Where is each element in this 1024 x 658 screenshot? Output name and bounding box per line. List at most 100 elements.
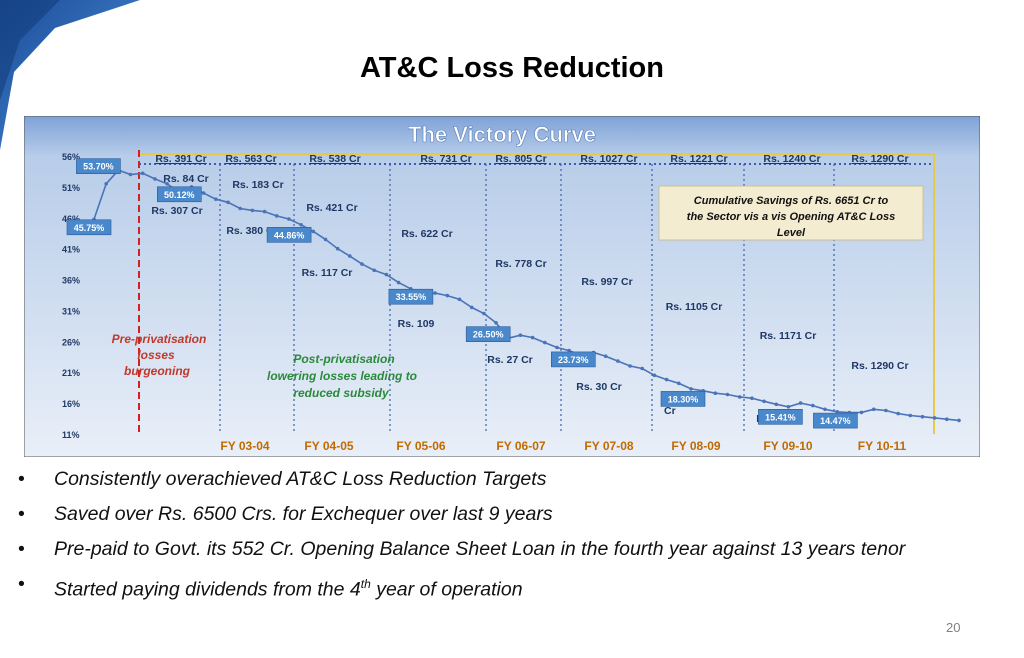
data-point	[445, 293, 450, 298]
cumulative-label: Rs. 731 Cr	[420, 153, 471, 165]
data-point	[262, 209, 267, 214]
savings-label: Rs. 27 Cr	[487, 354, 533, 366]
savings-summary-text: Level	[777, 227, 806, 239]
data-point	[311, 229, 316, 234]
data-label: 23.73%	[558, 355, 589, 365]
post-privatisation-note: Post-privatisation	[293, 352, 394, 366]
x-tick-label: FY 09-10	[763, 439, 812, 453]
bullet-text: Pre-paid to Govt. its 552 Cr. Opening Ba…	[54, 538, 906, 560]
savings-label: Rs. 117 Cr	[302, 267, 353, 279]
data-label: 45.75%	[74, 223, 105, 233]
bullet-text-after: year of operation	[370, 578, 523, 601]
data-point	[128, 172, 133, 177]
y-tick-label: 11%	[62, 430, 80, 440]
data-point	[835, 410, 839, 414]
cumulative-label: Rs. 1221 Cr	[670, 153, 727, 165]
savings-label: Rs. 30 Cr	[576, 381, 622, 393]
data-point	[360, 262, 364, 266]
data-point	[348, 254, 352, 258]
slide-title: AT&C Loss Reduction	[360, 52, 664, 84]
data-point	[920, 414, 925, 419]
data-point	[677, 381, 681, 386]
post-privatisation-note: reduced subsidy	[293, 386, 390, 400]
y-tick-label: 41%	[62, 245, 80, 255]
data-point	[957, 418, 961, 423]
data-point	[396, 280, 401, 285]
data-point	[238, 206, 242, 211]
data-point	[628, 364, 632, 368]
y-tick-label: 36%	[62, 276, 80, 286]
data-point	[469, 305, 474, 310]
data-point	[518, 333, 523, 337]
data-label: 44.86%	[274, 230, 305, 240]
data-label-box	[813, 412, 858, 429]
chart-title: The Victory Curve	[408, 122, 596, 147]
data-label: 53.70%	[83, 162, 114, 172]
data-point	[945, 417, 949, 422]
data-label-box	[388, 288, 434, 305]
data-point	[530, 335, 535, 340]
savings-label: Cr	[664, 405, 676, 417]
pre-privatisation-note: burgeoning	[124, 364, 191, 378]
data-point	[750, 396, 754, 401]
data-point	[713, 391, 718, 396]
y-tick-label: 16%	[62, 399, 80, 409]
series-line	[93, 169, 960, 422]
victory-curve-chart: The Victory Curve 56% 51% 46% 41% 36% 31% 26% 2…	[24, 116, 980, 457]
data-label: 15.41%	[765, 412, 796, 422]
bullet-text: Started paying dividends from the 4	[54, 578, 361, 601]
data-point	[555, 345, 559, 350]
data-point	[762, 399, 766, 404]
savings-label: Rs. 1171 Cr	[760, 330, 817, 342]
savings-summary-text: the Sector vis a vis Opening AT&C Loss	[687, 211, 895, 223]
x-tick-label: FY 05-06	[396, 439, 445, 453]
data-label-box	[157, 186, 202, 203]
data-label-box	[758, 408, 803, 425]
savings-summary-box	[658, 185, 924, 241]
savings-label: Rs. 778 Cr	[495, 258, 546, 270]
savings-label: Rs. 421 Cr	[306, 202, 357, 214]
bullet-superscript: th	[360, 577, 371, 591]
savings-label: Rs. 380 Cr	[226, 225, 277, 237]
x-tick-label: FY 04-05	[304, 439, 353, 453]
data-point	[896, 411, 900, 416]
savings-summary-text: Cumulative Savings of Rs. 6651 Cr to	[694, 195, 889, 207]
data-label: 14.47%	[820, 416, 851, 426]
data-point	[616, 359, 620, 363]
bullet-item: • Consistently overachieved AT&C Loss Red…	[18, 468, 547, 490]
bullet-item: • Pre-paid to Govt. its 552 Cr. Opening B…	[18, 538, 906, 560]
data-point	[664, 377, 669, 382]
data-point	[786, 405, 791, 409]
savings-label: Rs. 84 Cr	[163, 173, 209, 185]
data-label: 33.55%	[396, 292, 427, 302]
data-point	[226, 200, 230, 205]
data-label-box	[76, 158, 121, 175]
y-tick-label: 56%	[62, 152, 80, 162]
data-label-box	[660, 391, 706, 407]
data-point	[811, 403, 815, 408]
data-point	[543, 340, 547, 345]
data-point	[652, 373, 657, 378]
data-point	[214, 197, 218, 201]
data-point	[201, 191, 206, 195]
data-label-box	[266, 227, 312, 243]
data-point	[823, 407, 827, 412]
data-point	[372, 268, 377, 273]
bullet-list: • Consistently overachieved AT&C Loss Red…	[18, 466, 1018, 606]
y-tick-label: 31%	[62, 306, 80, 316]
x-tick-label: FY 08-09	[671, 439, 720, 453]
data-point	[640, 366, 644, 371]
data-point	[274, 214, 279, 218]
data-label: 18.30%	[668, 394, 699, 404]
savings-label: Rs. 622 Cr	[401, 228, 452, 240]
x-tick-label: FY 07-08	[584, 439, 633, 453]
savings-label: Rs. 183 Cr	[232, 179, 283, 191]
cumulative-label: Rs. 1290 Cr	[851, 153, 908, 165]
bullet-text: Consistently overachieved AT&C Loss Redu…	[54, 468, 547, 490]
data-label: 50.12%	[164, 190, 195, 200]
savings-label: Rs. 109	[398, 318, 435, 330]
y-tick-label: 51%	[62, 183, 80, 193]
data-point	[603, 354, 608, 358]
post-privatisation-note: lowering losses leading to	[267, 369, 417, 383]
data-point	[932, 416, 937, 420]
